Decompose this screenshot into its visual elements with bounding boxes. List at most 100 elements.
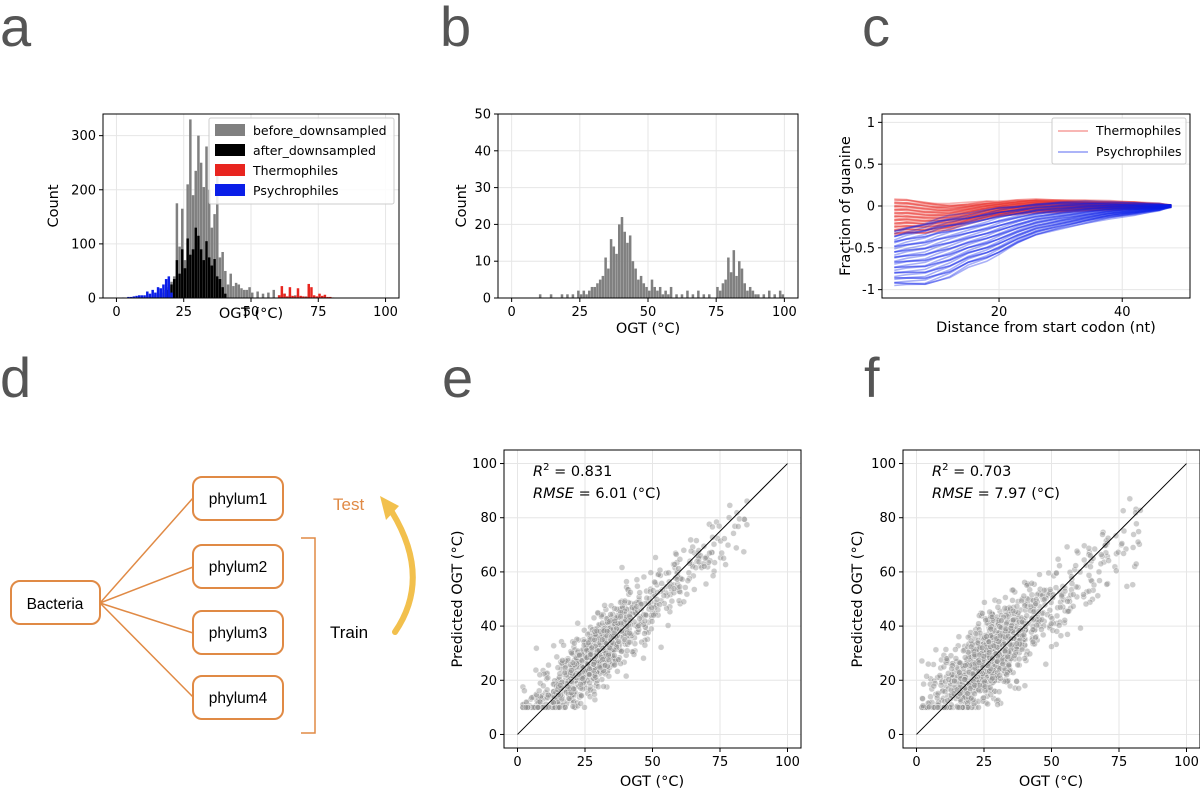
legend: before_downsampled after_downsampled The… xyxy=(208,117,395,205)
bar-count xyxy=(754,294,757,298)
scatter-point xyxy=(536,687,543,694)
scatter-point xyxy=(1001,647,1009,654)
scatter-point xyxy=(653,596,661,603)
bar-count xyxy=(740,268,744,298)
scatter-point xyxy=(536,698,544,705)
scatter-point xyxy=(1055,622,1063,629)
scatter-point xyxy=(736,515,743,523)
node-phylum2-label: phylum2 xyxy=(209,559,268,576)
scatter-point xyxy=(693,537,700,544)
scatter-point xyxy=(578,692,585,700)
scatter-point xyxy=(643,628,650,635)
line-psychrophiles xyxy=(894,201,1172,238)
bar-count xyxy=(593,286,596,298)
panel-letter-f: f xyxy=(864,346,880,409)
scatter-point xyxy=(682,584,689,591)
bar-before-downsampled xyxy=(272,289,276,298)
scatter-point xyxy=(680,547,687,554)
scatter-point xyxy=(972,630,979,637)
scatter-panel-e: 0 25 50 75 100 0 20 40 60 80 100 R2 = 0.831 RMSE =… xyxy=(450,449,802,790)
y-tick-label: 100 xyxy=(71,237,96,252)
scatter-point xyxy=(918,657,926,665)
ticks: 0 25 50 75 100 0 10 20 30 40 50 xyxy=(474,108,796,321)
scatter-point xyxy=(952,655,960,662)
scatter-point xyxy=(941,704,948,711)
r2-annotation: R2 = 0.703 xyxy=(932,462,1011,480)
scatter-point xyxy=(522,704,530,711)
scatter-point xyxy=(643,594,650,602)
scatter-point xyxy=(1053,569,1060,577)
scatter-point xyxy=(1021,655,1028,662)
scatter-point xyxy=(1056,562,1063,569)
scatter-point xyxy=(673,569,681,576)
scatter-point xyxy=(1058,592,1065,599)
scatter-point xyxy=(642,612,650,619)
scatter-point xyxy=(989,674,996,682)
x-tick-label: 50 xyxy=(644,755,661,770)
y-tick-label: 40 xyxy=(474,144,491,159)
scatter-point xyxy=(705,559,712,566)
y-tick-label: 80 xyxy=(879,511,896,526)
x-axis-label: OGT (°C) xyxy=(1019,774,1083,790)
scatter-point xyxy=(668,597,676,605)
scatter-point xyxy=(684,577,692,584)
bar-before-downsampled xyxy=(175,203,179,298)
scatter-point xyxy=(569,659,577,666)
scatter-point xyxy=(1080,591,1087,598)
scatter-point xyxy=(577,681,584,688)
scatter-point xyxy=(615,638,622,645)
line-psychrophiles xyxy=(894,204,1172,274)
bar-count xyxy=(604,257,607,298)
bar-count xyxy=(609,239,613,298)
bar-count xyxy=(686,290,689,298)
scatter-point xyxy=(997,632,1004,639)
bar-count xyxy=(724,279,727,298)
bar-before-downsampled xyxy=(207,189,211,298)
scatter-point xyxy=(1069,603,1077,610)
bar-count xyxy=(675,294,678,298)
scatter-point xyxy=(666,603,674,610)
y-tick-label: 200 xyxy=(71,183,96,198)
scatter-point xyxy=(627,589,634,596)
bar-count xyxy=(661,294,665,298)
bar-count xyxy=(667,294,670,298)
scatter-point xyxy=(945,676,952,683)
scatter-point xyxy=(740,548,747,555)
y-tick-label: 80 xyxy=(480,511,497,526)
rmse-annotation: RMSE = 6.01 (°C) xyxy=(533,486,661,502)
lines xyxy=(894,197,1172,287)
scatter-panel-f: 0 25 50 75 100 0 20 40 60 80 100 R2 = 0.703 RMSE =… xyxy=(850,449,1200,790)
scatter-point xyxy=(621,597,629,605)
scatter-point xyxy=(999,660,1006,668)
scatter-point xyxy=(576,693,583,701)
scatter-point xyxy=(611,661,618,669)
bar-thermophiles xyxy=(329,296,332,298)
bar-count xyxy=(721,283,725,298)
scatter-point xyxy=(573,636,580,643)
legend-label-psychrophiles: Psychrophiles xyxy=(253,183,339,198)
scatter-point xyxy=(978,644,986,652)
scatter-point xyxy=(605,651,612,659)
scatter-point xyxy=(1021,682,1029,689)
line-psychrophiles xyxy=(894,205,1172,247)
bar-after-downsampled xyxy=(175,260,179,298)
legend-swatch-after xyxy=(215,144,245,156)
scatter-point xyxy=(676,556,684,563)
scatter-point xyxy=(621,659,628,666)
x-tick-label: 100 xyxy=(772,305,797,320)
line-psychrophiles xyxy=(894,206,1172,259)
scatter-point xyxy=(1054,556,1062,563)
line-psychrophiles xyxy=(894,206,1172,285)
scatter-point xyxy=(689,543,696,551)
scatter-point xyxy=(663,605,670,612)
scatter-point xyxy=(994,604,1002,611)
bar-before-downsampled xyxy=(205,146,208,298)
scatter-point xyxy=(937,682,945,689)
scatter-point xyxy=(1028,580,1036,587)
scatter-point xyxy=(1030,608,1038,615)
scatter-point xyxy=(942,646,950,653)
bar-after-downsampled xyxy=(216,276,219,298)
scatter-point xyxy=(986,608,993,616)
scatter-point xyxy=(731,523,739,530)
line-thermophiles xyxy=(894,205,1172,225)
